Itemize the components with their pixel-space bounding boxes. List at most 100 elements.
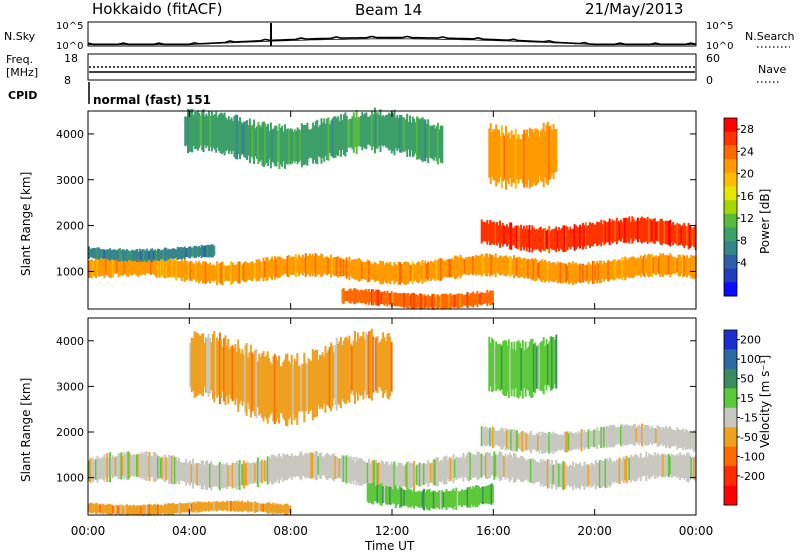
echo-cell	[152, 257, 155, 275]
echo-cell	[347, 119, 350, 148]
echo-cell	[145, 451, 148, 481]
echo-cell	[679, 452, 682, 481]
echo-cell	[680, 430, 683, 448]
x-tick-label: 04:00	[172, 524, 207, 538]
echo-cell	[549, 464, 552, 484]
echo-cell	[278, 355, 280, 424]
echo-cell	[411, 261, 414, 284]
echo-cell	[203, 116, 206, 146]
echo-cell	[300, 451, 303, 481]
echo-cell	[215, 111, 218, 153]
echo-cell	[680, 257, 683, 275]
echo-cell	[214, 466, 217, 486]
echo-cell	[149, 456, 152, 477]
echo-cell	[652, 428, 655, 444]
echo-cell	[691, 457, 694, 479]
cpid-label: CPID	[8, 89, 37, 102]
echo-cell	[294, 254, 297, 277]
echo-cell	[601, 264, 604, 279]
echo-cell	[256, 502, 259, 512]
echo-cell	[438, 461, 441, 482]
echo-cell	[246, 120, 249, 160]
echo-cell	[124, 454, 127, 478]
echo-cell	[569, 464, 572, 488]
echo-cell	[572, 433, 575, 450]
echo-cell	[517, 225, 520, 249]
echo-cell	[494, 454, 497, 477]
echo-cell	[689, 224, 691, 248]
echo-cell	[567, 262, 570, 285]
echo-cell	[382, 115, 385, 147]
echo-cell	[251, 502, 254, 512]
echo-cell	[245, 262, 248, 282]
echo-cell	[317, 456, 320, 476]
noise-right-label: N.Search	[745, 30, 795, 43]
echo-cell	[645, 424, 648, 446]
colorbar-segment	[724, 268, 737, 283]
echo-cell	[124, 504, 127, 516]
echo-cell	[646, 216, 649, 244]
echo-cell	[624, 424, 627, 446]
echo-cell	[152, 452, 155, 482]
colorbar-segment	[724, 213, 737, 228]
echo-cell	[341, 120, 344, 151]
echo-cell	[518, 256, 521, 278]
echo-cell	[328, 258, 331, 274]
echo-cell	[226, 119, 229, 150]
echo-cell	[490, 290, 493, 305]
echo-cell	[379, 109, 382, 153]
echo-cell	[438, 296, 441, 308]
echo-cell	[320, 355, 323, 408]
echo-cell	[479, 292, 482, 305]
echo-cell	[680, 226, 683, 244]
echo-cell	[642, 426, 645, 444]
echo-cell	[607, 260, 610, 282]
echo-cell	[189, 460, 192, 486]
echo-cell	[123, 452, 126, 480]
echo-cell	[686, 226, 689, 246]
echo-cell	[376, 484, 379, 504]
y-tick-label: 3000	[56, 174, 84, 187]
echo-cell	[342, 288, 345, 305]
echo-cell	[389, 293, 392, 305]
echo-cell	[659, 455, 662, 476]
echo-cell	[560, 262, 563, 284]
echo-cell	[596, 462, 599, 487]
echo-cell	[677, 429, 680, 448]
echo-cell	[507, 428, 510, 451]
echo-cell	[660, 254, 663, 276]
echo-cell	[499, 220, 501, 248]
echo-cell	[437, 259, 439, 280]
echo-cell	[214, 501, 217, 511]
echo-cell	[430, 491, 432, 508]
echo-cell	[525, 460, 528, 480]
echo-cell	[632, 455, 635, 481]
echo-cell	[306, 122, 309, 166]
echo-cell	[570, 264, 573, 283]
echo-cell	[158, 505, 161, 514]
echo-cell	[431, 491, 434, 509]
echo-cell	[393, 109, 396, 156]
echo-cell	[224, 265, 227, 281]
echo-cell	[468, 294, 470, 305]
echo-cell	[670, 453, 673, 478]
echo-cell	[506, 134, 509, 182]
echo-cell	[638, 457, 641, 477]
echo-cell	[676, 427, 679, 450]
echo-cell	[507, 454, 510, 480]
echo-cell	[628, 458, 631, 480]
echo-cell	[504, 427, 507, 451]
colorbar-segment	[724, 330, 737, 350]
echo-cell	[411, 463, 414, 488]
echo-cell	[233, 264, 235, 282]
echo-cell	[119, 504, 121, 515]
cpid-value: normal (fast) 151	[93, 93, 211, 107]
echo-cell	[427, 489, 430, 510]
echo-cell	[294, 455, 297, 477]
echo-cell	[631, 256, 634, 279]
echo-cell	[570, 465, 573, 487]
echo-cell	[251, 261, 254, 281]
echo-cell	[489, 452, 492, 479]
echo-cell	[249, 462, 252, 484]
echo-cell	[131, 249, 134, 262]
